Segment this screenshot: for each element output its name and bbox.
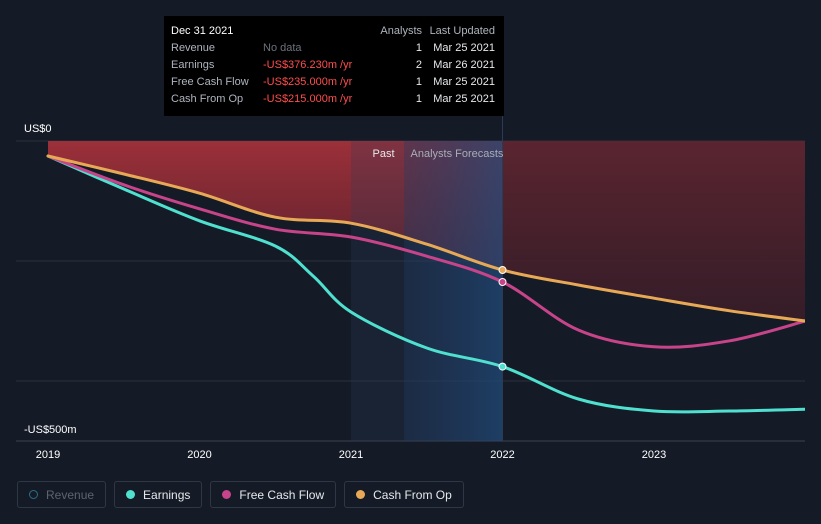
tooltip-row-value: -US$376.230m /yr — [263, 59, 353, 71]
tooltip-row-value: -US$215.000m /yr — [263, 93, 353, 105]
tooltip-row-updated: Mar 25 2021 — [433, 42, 495, 54]
series-lines — [46, 154, 805, 414]
marker-free-cash-flow — [498, 278, 507, 286]
series-line-free-cash-flow — [46, 154, 805, 349]
tooltip-analysts-header: Analysts — [380, 25, 422, 37]
tooltip-row-updated: Mar 25 2021 — [433, 93, 495, 105]
tooltip-row-updated: Mar 26 2021 — [433, 59, 495, 71]
legend-dot-cash-from-op — [356, 490, 366, 499]
legend: Revenue Earnings Free Cash Flow Cash Fro… — [17, 481, 464, 508]
tooltip-row-label: Free Cash Flow — [171, 76, 249, 88]
tooltip-date: Dec 31 2021 — [171, 25, 234, 37]
area-forecast — [502, 141, 806, 321]
tooltip-row-analysts: 1 — [415, 42, 422, 54]
tooltip-row-value: No data — [263, 42, 302, 54]
tooltip-row-updated: Mar 25 2021 — [433, 76, 495, 88]
series-markers — [498, 266, 507, 371]
legend-label: Earnings — [143, 487, 191, 502]
tooltip-updated-header: Last Updated — [429, 25, 495, 37]
tooltip: Dec 31 2021 Analysts Last Updated Revenu… — [164, 16, 504, 116]
legend-dot-free-cash-flow — [222, 490, 232, 499]
tooltip-row-earnings: Earnings -US$376.230m /yr 2 Mar 26 2021 — [164, 57, 504, 74]
legend-label: Free Cash Flow — [239, 487, 325, 502]
area-fills — [48, 141, 806, 321]
tooltip-row-free-cash-flow: Free Cash Flow -US$235.000m /yr 1 Mar 25… — [164, 74, 504, 91]
x-tick-label: 2020 — [187, 449, 211, 461]
x-tick-label: 2019 — [36, 449, 60, 461]
y-axis-bottom-label: -US$500m — [24, 424, 77, 436]
x-tick-label: 2023 — [642, 449, 666, 461]
y-axis-top-label: US$0 — [24, 123, 52, 135]
area-past — [48, 141, 503, 270]
series-line-earnings — [46, 154, 805, 414]
tooltip-row-analysts: 1 — [415, 93, 422, 105]
x-tick-label: 2022 — [490, 449, 514, 461]
legend-dot-earnings — [126, 490, 136, 499]
axes: US$0 -US$500m 2019 2020 2021 2022 2023 Past Anal… — [24, 123, 666, 461]
tooltip-row-analysts: 1 — [415, 76, 422, 88]
tooltip-row-cash-from-op: Cash From Op -US$215.000m /yr 1 Mar 25 2… — [164, 91, 504, 108]
legend-label: Cash From Op — [373, 487, 452, 502]
tooltip-row-analysts: 2 — [415, 59, 422, 71]
series-line-cash-from-op — [46, 154, 805, 323]
past-band — [351, 16, 503, 441]
tooltip-row-label: Earnings — [171, 59, 215, 71]
x-tick-label: 2021 — [339, 449, 363, 461]
tooltip-row-label: Cash From Op — [171, 93, 244, 105]
tooltip-row-revenue: Revenue No data 1 Mar 25 2021 — [164, 40, 504, 57]
tooltip-row-value: -US$235.000m /yr — [263, 76, 353, 88]
tooltip-row-label: Revenue — [171, 42, 216, 54]
tooltip-header: Dec 31 2021 Analysts Last Updated — [164, 23, 504, 40]
past-label: Past — [372, 148, 394, 160]
marker-earnings — [498, 362, 507, 371]
legend-dot-revenue — [29, 490, 38, 499]
legend-item-earnings[interactable]: Earnings — [114, 481, 203, 508]
legend-item-revenue[interactable]: Revenue — [17, 481, 107, 508]
legend-label: Revenue — [46, 487, 95, 502]
legend-item-cash-from-op[interactable]: Cash From Op — [344, 481, 464, 508]
legend-item-free-cash-flow[interactable]: Free Cash Flow — [210, 481, 337, 508]
forecast-label: Analysts Forecasts — [411, 148, 504, 160]
marker-cash-from-op — [498, 266, 507, 274]
past-band-highlight — [404, 141, 503, 441]
